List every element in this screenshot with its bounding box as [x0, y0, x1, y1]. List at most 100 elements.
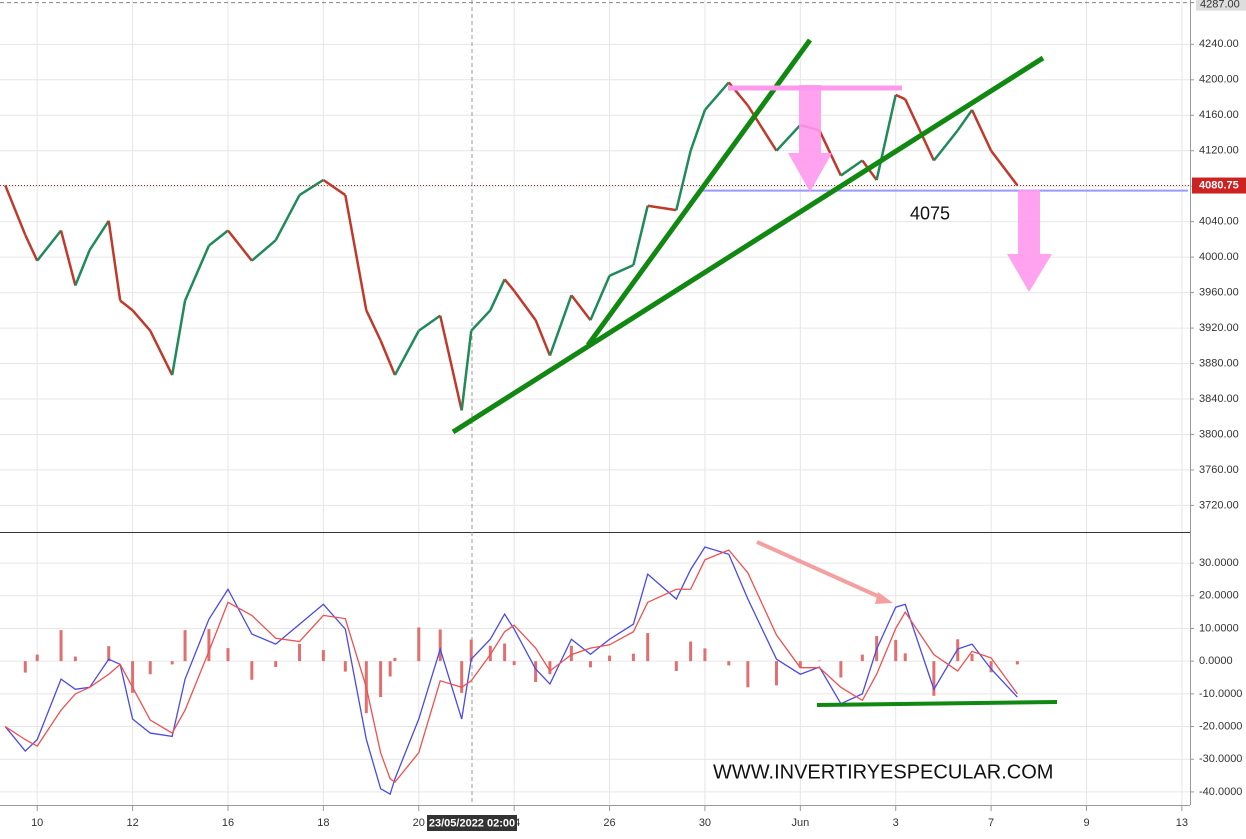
histogram-bar — [207, 629, 211, 662]
y-tick-label: 0.0000 — [1199, 655, 1233, 667]
price-segment — [775, 124, 802, 152]
histogram-bar — [689, 641, 693, 662]
arrow — [875, 592, 893, 604]
histogram-bar — [183, 630, 187, 662]
price-segment — [365, 309, 382, 342]
histogram-bar — [250, 661, 254, 680]
y-tick-label: 3760.00 — [1199, 464, 1239, 476]
price-segment — [119, 299, 134, 312]
x-tick-label: Jun — [791, 817, 809, 829]
price-segment — [183, 245, 211, 302]
price-segment — [513, 290, 537, 321]
histogram-bar — [534, 661, 538, 683]
price-segment — [840, 159, 864, 177]
price-segment — [344, 194, 368, 311]
price-segment — [208, 229, 229, 247]
histogram-bar — [970, 653, 974, 662]
price-segment — [460, 330, 473, 411]
price-segment — [489, 278, 506, 311]
histogram-bar — [170, 661, 174, 665]
price-segment — [251, 239, 277, 262]
x-tick-label: 18 — [317, 817, 329, 829]
histogram-bar — [274, 661, 278, 668]
histogram-bar — [469, 639, 473, 662]
support-line — [816, 700, 1058, 707]
price-segment — [675, 150, 692, 211]
x-tick-label: 26 — [603, 817, 615, 829]
price-segment — [589, 275, 611, 321]
histogram-bar — [107, 646, 111, 662]
histogram-bar — [438, 629, 442, 662]
y-tick-label: 4000.00 — [1199, 251, 1239, 263]
price-segment — [470, 309, 492, 332]
histogram-bar — [388, 661, 392, 677]
histogram-bar — [631, 653, 635, 662]
price-segment — [895, 93, 906, 101]
histogram-bar — [460, 661, 464, 693]
histogram-bar — [860, 654, 864, 662]
histogram-bar — [321, 650, 325, 662]
y-tick-label: 30.0000 — [1199, 557, 1239, 569]
price-segment — [956, 109, 974, 132]
watermark: WWW.INVERTIRYESPECULAR.COM — [713, 761, 1053, 783]
price-segment — [548, 294, 573, 356]
x-tick-label: 3 — [893, 817, 899, 829]
histogram-bar — [298, 643, 302, 662]
y-tick-label: 3920.00 — [1199, 322, 1239, 334]
price-segment — [970, 109, 993, 152]
price-segment — [632, 205, 649, 266]
price-segment — [298, 178, 325, 197]
arrow — [1007, 254, 1052, 292]
price-segment — [274, 194, 301, 241]
y-tick-label: -30.0000 — [1199, 753, 1242, 765]
y-tick-label: 3880.00 — [1199, 357, 1239, 369]
histogram-bar — [817, 660, 821, 662]
histogram-bar — [59, 630, 63, 662]
price-segment — [609, 263, 634, 277]
price-segment — [59, 230, 77, 286]
histogram-bar — [774, 661, 778, 686]
price-segment — [107, 220, 122, 301]
price-segment — [227, 229, 253, 262]
price-segment — [746, 104, 778, 152]
x-tick-label: 10 — [31, 817, 43, 829]
histogram-bar — [393, 657, 397, 662]
histogram-bar — [746, 661, 750, 688]
y-tick-label: -10.0000 — [1199, 688, 1242, 700]
histogram-bar — [35, 654, 39, 662]
price-segment — [24, 234, 39, 262]
crosshair-label-box — [427, 815, 517, 831]
x-tick-label: 16 — [222, 817, 234, 829]
histogram-bar — [343, 661, 347, 672]
histogram-bar — [148, 661, 152, 675]
price-segment — [388, 363, 397, 376]
macd-line — [4, 546, 1018, 796]
price-segment — [4, 184, 27, 236]
arrow — [1018, 190, 1040, 254]
y-tick-label: 10.0000 — [1199, 622, 1239, 634]
background — [0, 0, 1190, 805]
last-price-label: 4080.75 — [1199, 179, 1239, 191]
histogram-bar — [569, 645, 573, 662]
price-segment — [149, 330, 174, 376]
histogram-bar — [989, 661, 993, 673]
y-tick-label: -40.0000 — [1199, 786, 1242, 798]
price-segment — [131, 309, 152, 332]
histogram-bar — [417, 627, 421, 662]
arrow — [799, 85, 821, 153]
price-segment — [990, 149, 1019, 187]
x-tick-label: 20 — [413, 817, 425, 829]
histogram-bar — [932, 661, 936, 696]
y-tick-label: 3840.00 — [1199, 393, 1239, 405]
x-tick-label: 13 — [1176, 817, 1188, 829]
histogram-bar — [608, 655, 612, 662]
histogram-bar — [703, 648, 707, 662]
support-level-label: 4075 — [910, 203, 950, 223]
y-tick-label: 4040.00 — [1199, 216, 1239, 228]
y-tick-label: 4240.00 — [1199, 38, 1239, 50]
y-tick-label: 20.0000 — [1199, 590, 1239, 602]
histogram-bar — [512, 661, 516, 666]
price-segment — [875, 94, 897, 181]
